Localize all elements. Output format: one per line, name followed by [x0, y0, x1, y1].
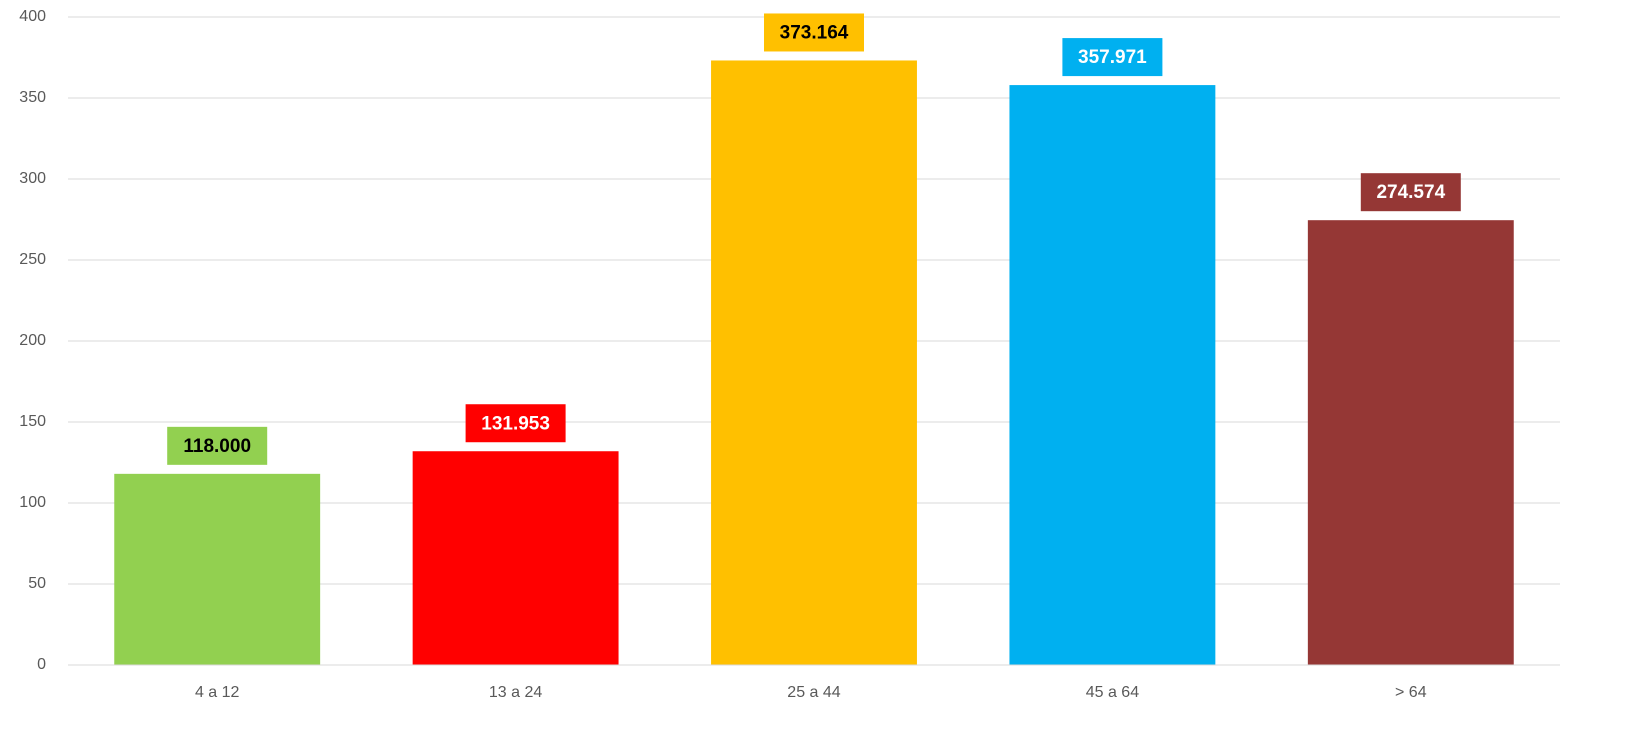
y-tick-label: 50: [28, 575, 46, 592]
bar: [114, 473, 321, 665]
value-label: 118.000: [183, 436, 251, 457]
y-tick-label: 100: [19, 494, 46, 511]
bar: [711, 60, 917, 666]
x-tick-label: 25 a 44: [787, 684, 840, 701]
value-label: 274.574: [1376, 182, 1445, 203]
value-label: 373.164: [780, 22, 849, 43]
y-tick-label: 0: [37, 656, 46, 673]
y-tick-label: 250: [19, 251, 46, 268]
x-tick-label: 45 a 64: [1086, 684, 1139, 701]
value-label: 357.971: [1078, 47, 1147, 68]
bar: [412, 451, 619, 665]
y-tick-label: 150: [19, 413, 46, 430]
y-tick-label: 200: [19, 332, 46, 349]
y-tick-label: 300: [19, 170, 46, 187]
value-label-box: [764, 13, 864, 52]
x-tick-label: 4 a 12: [195, 684, 240, 701]
value-label-box: [1360, 173, 1461, 212]
value-label: 131.953: [481, 413, 550, 434]
y-tick-label: 350: [19, 89, 46, 106]
x-tick-label: > 64: [1395, 684, 1427, 701]
value-label-box: [167, 426, 268, 465]
x-tick-label: 13 a 24: [489, 684, 542, 701]
bar: [1307, 220, 1514, 665]
y-tick-label: 400: [19, 8, 46, 25]
value-label-box: [1062, 38, 1163, 77]
value-label-box: [465, 404, 566, 443]
bar: [1009, 85, 1216, 666]
